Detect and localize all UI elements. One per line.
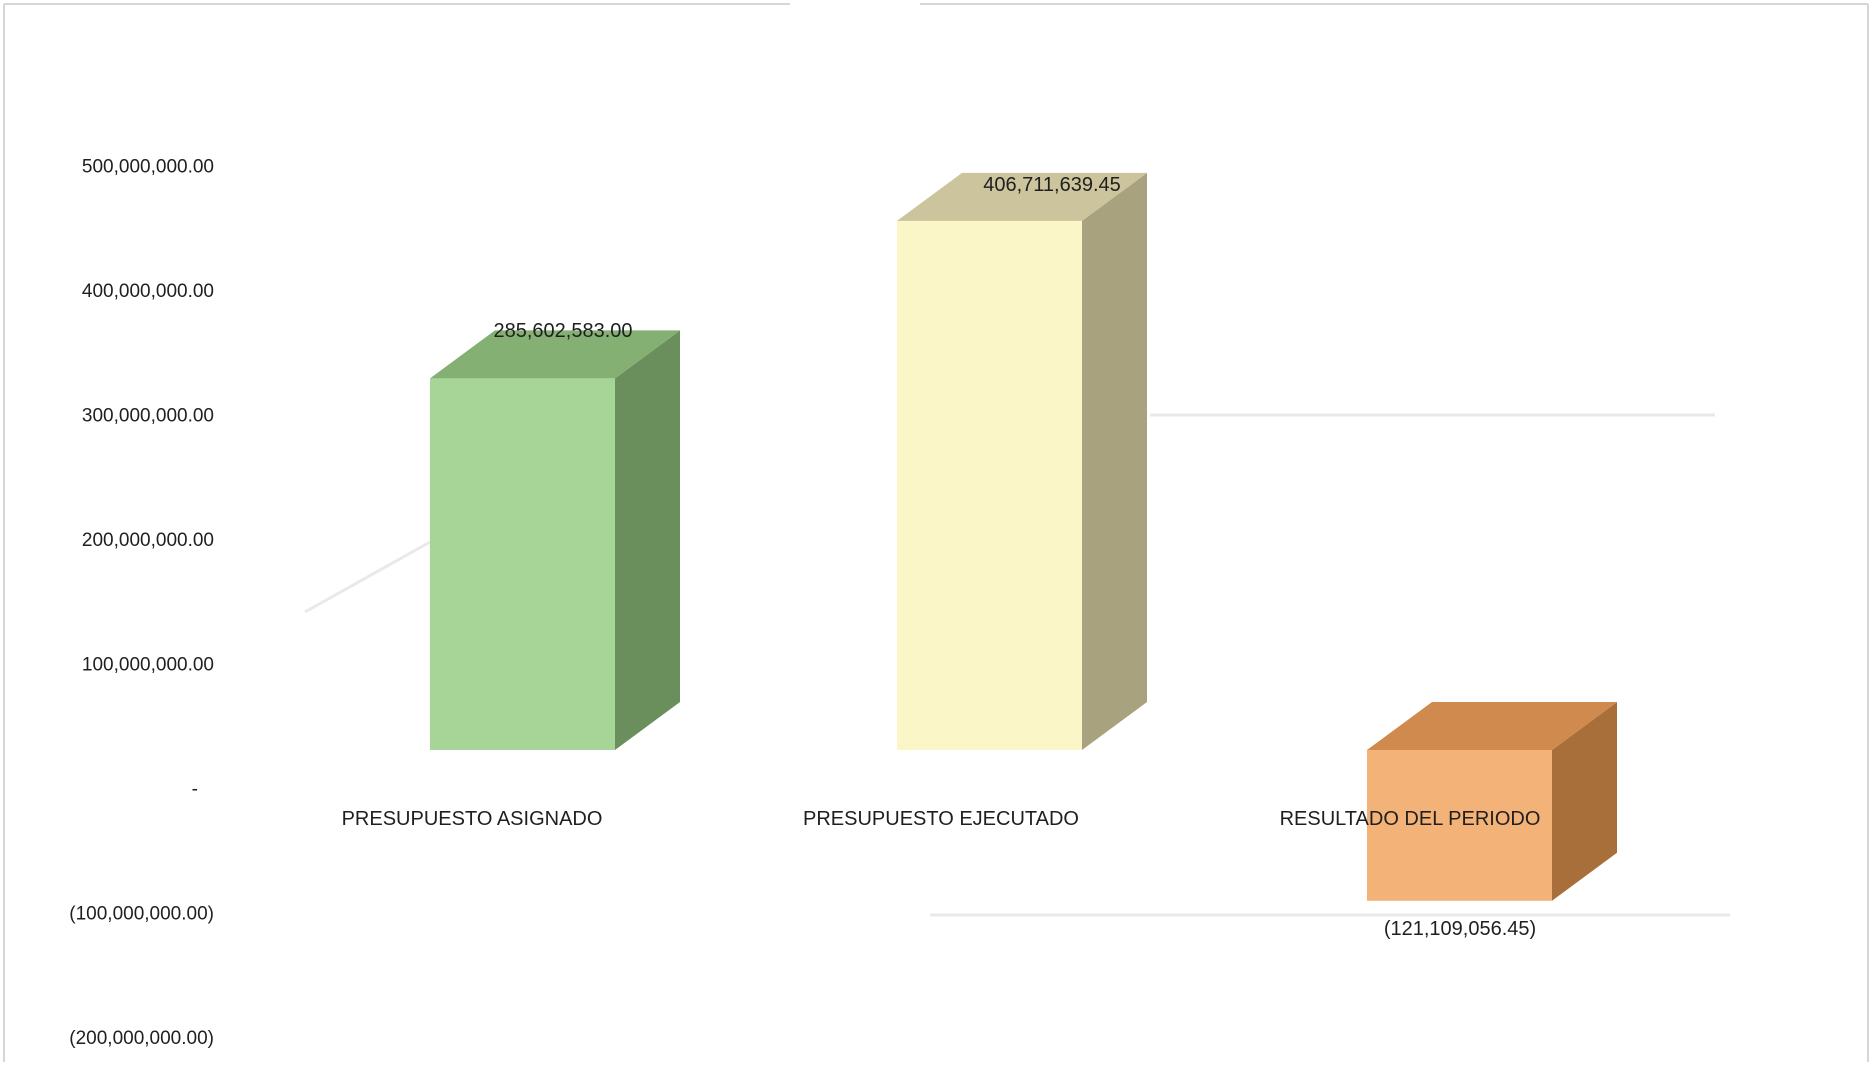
data-label-2: (121,109,056.45)	[1384, 918, 1536, 940]
bar-front-1	[897, 220, 1082, 751]
y-tick-label-6: (100,000,000.00)	[69, 904, 214, 925]
y-tick-label-0: 500,000,000.00	[82, 157, 214, 178]
floor-line-left	[304, 540, 431, 614]
bar-resultado-del-periodo	[1367, 702, 1617, 901]
y-tick-label-4: 100,000,000.00	[82, 655, 214, 676]
data-label-0: 285,602,583.00	[493, 320, 632, 342]
bar-top-0	[430, 330, 680, 379]
bars	[430, 172, 1617, 901]
bar-presupuesto-ejecutado	[897, 172, 1147, 751]
y-axis-ticks: 500,000,000.00 400,000,000.00 300,000,000.…	[69, 157, 214, 1050]
y-tick-label-3: 200,000,000.00	[82, 530, 214, 551]
floor-lines	[304, 413, 1730, 917]
category-label-resultado-del-periodo: RESULTADO DEL PERIODO	[1280, 808, 1541, 830]
y-tick-label-5: -	[192, 779, 198, 800]
bar-side-0	[615, 330, 680, 750]
bar-presupuesto-asignado	[430, 330, 680, 750]
bar-side-2	[1552, 702, 1617, 901]
bar-top-2	[1367, 702, 1617, 750]
category-labels: PRESUPUESTO ASIGNADO PRESUPUESTO EJECUTAD…	[342, 808, 1541, 830]
y-tick-label-1: 400,000,000.00	[82, 281, 214, 302]
category-label-presupuesto-asignado: PRESUPUESTO ASIGNADO	[342, 808, 603, 830]
category-label-presupuesto-ejecutado: PRESUPUESTO EJECUTADO	[803, 808, 1079, 830]
data-labels: 285,602,583.00 406,711,639.45 (121,109,056…	[493, 174, 1536, 940]
bar-front-2	[1367, 750, 1552, 901]
y-tick-label-2: 300,000,000.00	[82, 406, 214, 427]
y-tick-label-7: (200,000,000.00)	[69, 1028, 214, 1049]
data-label-1: 406,711,639.45	[983, 174, 1121, 196]
bar-top-1	[897, 172, 1147, 221]
bar-side-1	[1082, 172, 1147, 751]
bar-front-0	[430, 378, 615, 750]
